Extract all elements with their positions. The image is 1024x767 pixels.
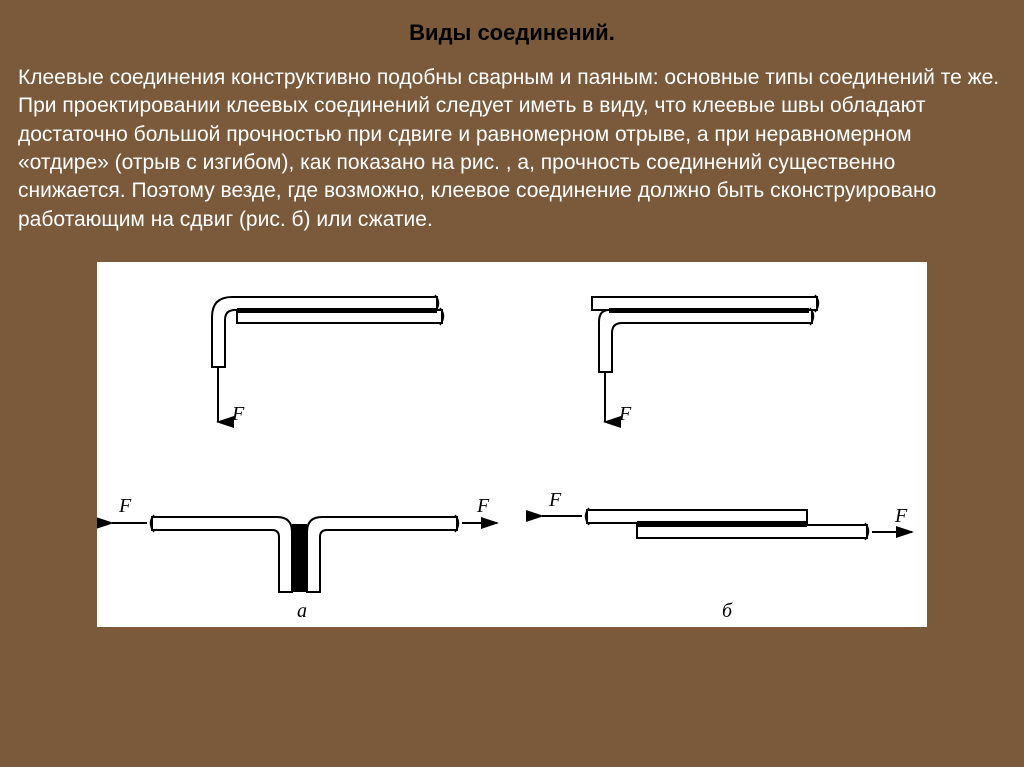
force-label-bl-r: F xyxy=(476,495,490,517)
panel-bottom-left: F F а xyxy=(112,495,497,622)
slide-title: Виды соединений. xyxy=(16,20,1008,46)
force-label-tl: F xyxy=(231,403,245,425)
sublabel-b: б xyxy=(722,600,733,622)
force-label-bl-l: F xyxy=(118,495,132,517)
sublabel-a: а xyxy=(297,600,307,622)
slide-container: Виды соединений. Клеевые соединения конс… xyxy=(0,0,1024,767)
force-label-br-r: F xyxy=(894,505,908,527)
force-label-br-l: F xyxy=(548,489,562,511)
force-label-tr: F xyxy=(618,403,632,425)
slide-body-text: Клеевые соединения конструктивно подобны… xyxy=(16,64,1008,234)
panel-bottom-right: F F б xyxy=(542,489,912,622)
diagram-svg: F F xyxy=(97,262,927,627)
diagram-figure: F F xyxy=(97,262,927,627)
panel-top-left: F xyxy=(212,295,444,425)
panel-top-right: F xyxy=(592,295,819,425)
